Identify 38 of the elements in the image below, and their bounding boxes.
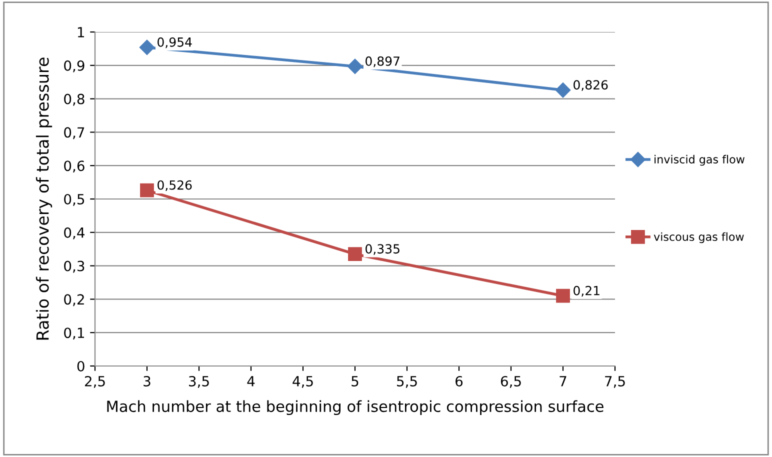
- x-tick-label: 7,5: [605, 376, 625, 388]
- y-axis-title: Ratio of recovery of total pressure: [36, 58, 52, 340]
- x-tick-label: 3: [144, 376, 150, 386]
- point: [139, 40, 155, 55]
- y-tick-label: 0,3: [64, 260, 84, 273]
- y-tick-label: 0: [77, 360, 84, 372]
- data-label: 0,826: [574, 80, 608, 91]
- data-label: 0,897: [366, 56, 400, 68]
- x-tick-label: 3,5: [189, 376, 209, 388]
- y-tick-label: 1: [78, 27, 84, 38]
- x-tick-label: 5,5: [397, 376, 417, 388]
- point: [555, 82, 571, 98]
- y-tick-label: 0,5: [64, 194, 84, 206]
- point: [347, 58, 363, 74]
- legend-label: inviscid gas flow: [654, 154, 744, 166]
- y-tick-label: 0,7: [64, 127, 84, 140]
- x-tick-label: 6: [456, 376, 463, 386]
- x-tick-label: 5: [352, 376, 358, 386]
- y-tick-label: 0,1: [64, 328, 84, 340]
- data-label: 0,526: [158, 180, 192, 192]
- legend-label: viscous gas flow: [654, 232, 744, 244]
- point: [556, 288, 570, 303]
- point: [140, 183, 154, 198]
- y-tick-label: 0,9: [64, 60, 84, 72]
- x-axis-title: Mach number at the beginning of isentropic compression surface: [107, 400, 604, 416]
- data-label: 0,21: [574, 286, 600, 297]
- data-label: 0,335: [366, 244, 400, 255]
- x-tick-label: 7: [560, 376, 566, 386]
- y-tick-label: 0,6: [64, 160, 84, 172]
- data-label: 0,954: [158, 37, 192, 48]
- x-tick-label: 4: [247, 376, 255, 386]
- x-tick-label: 2,5: [84, 376, 105, 388]
- x-tick-label: 6,5: [500, 376, 521, 388]
- y-tick-label: 0,8: [64, 94, 84, 106]
- y-tick-label: 0,2: [64, 294, 84, 306]
- y-tick-label: 0,4: [64, 227, 84, 240]
- x-tick-label: 4,5: [292, 376, 313, 388]
- point: [348, 247, 362, 262]
